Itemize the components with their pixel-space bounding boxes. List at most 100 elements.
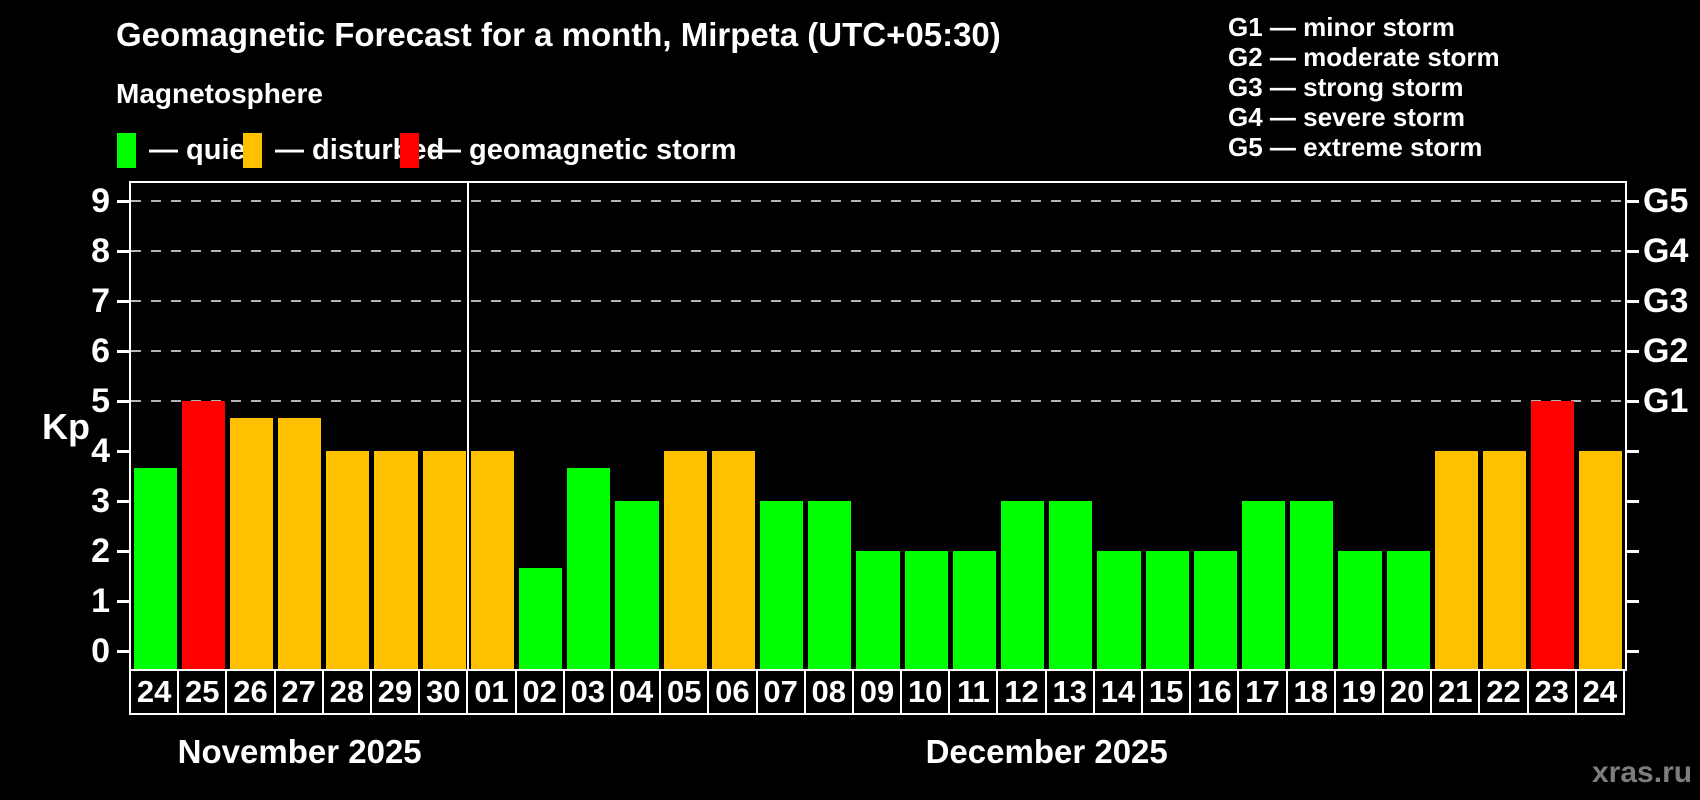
legend-item-quiet: — quiet	[117, 133, 255, 168]
day-label-12: 12	[996, 669, 1047, 715]
quiet-color-swatch	[117, 133, 136, 168]
kp-bar-11	[952, 551, 996, 669]
chart-title: Geomagnetic Forecast for a month, Mirpet…	[116, 16, 1001, 53]
month-label-1: December 2025	[925, 733, 1168, 770]
storm-scale-g5: G5 — extreme storm	[1228, 132, 1483, 162]
right-tick-0	[1625, 649, 1639, 653]
kp-bar-12	[1000, 501, 1045, 669]
kp-bar-19	[1338, 551, 1382, 669]
right-tick-5	[1625, 399, 1639, 403]
kp-bar-29	[374, 451, 418, 669]
kp-bar-17	[1241, 501, 1286, 669]
y-tick-label-4: 4	[91, 432, 110, 470]
gridline-kp7	[131, 300, 1625, 302]
y-tick-label-1: 1	[91, 582, 110, 620]
y-tick-label-9: 9	[91, 182, 110, 220]
left-tick-0	[117, 649, 131, 653]
right-tick-8	[1625, 249, 1639, 253]
left-tick-1	[117, 599, 131, 603]
day-label-19: 19	[1333, 669, 1385, 715]
kp-bar-15	[1145, 551, 1189, 669]
right-tick-3	[1625, 499, 1639, 503]
gridline-kp9	[131, 200, 1625, 202]
g-scale-label-g1: G1	[1643, 382, 1689, 420]
kp-bar-02	[519, 567, 563, 669]
legend-label-storm: — geomagnetic storm	[432, 134, 737, 166]
day-label-02: 02	[514, 669, 565, 715]
y-tick-label-0: 0	[91, 632, 110, 670]
storm-color-swatch	[400, 133, 419, 168]
left-tick-2	[117, 549, 131, 553]
day-label-08: 08	[803, 669, 854, 715]
left-tick-8	[117, 249, 131, 253]
kp-bar-26	[229, 417, 274, 669]
day-label-03: 03	[562, 669, 613, 715]
day-label-13: 13	[1044, 669, 1095, 715]
kp-bar-10	[904, 551, 948, 669]
y-tick-label-2: 2	[91, 532, 110, 570]
kp-bar-18	[1290, 501, 1334, 669]
storm-scale-legend: G1 — minor storm G2 — moderate storm G3 …	[1228, 12, 1500, 162]
day-label-28: 28	[321, 669, 372, 715]
y-tick-label-3: 3	[91, 482, 110, 520]
day-label-27: 27	[273, 669, 324, 715]
kp-bar-06	[711, 451, 755, 669]
kp-bar-22	[1482, 451, 1527, 669]
left-tick-3	[117, 499, 131, 503]
day-label-16: 16	[1189, 669, 1240, 715]
day-label-21: 21	[1430, 669, 1481, 715]
y-tick-label-6: 6	[91, 332, 110, 370]
storm-scale-g2: G2 — moderate storm	[1228, 42, 1500, 72]
storm-scale-g4: G4 — severe storm	[1228, 102, 1466, 132]
kp-bar-30	[422, 451, 466, 669]
right-tick-9	[1625, 199, 1639, 203]
left-tick-9	[117, 199, 131, 203]
kp-bar-13	[1049, 501, 1093, 669]
legend-label-quiet: — quiet	[149, 134, 256, 166]
kp-bar-09	[856, 551, 900, 669]
day-label-24: 24	[129, 669, 180, 715]
kp-bar-03	[567, 467, 611, 669]
kp-bar-21	[1434, 451, 1478, 669]
y-tick-label-5: 5	[91, 382, 110, 420]
day-label-07: 07	[755, 669, 806, 715]
left-tick-7	[117, 299, 131, 303]
kp-bar-24	[133, 467, 177, 669]
kp-bar-01	[470, 451, 515, 669]
legend-item-storm: — geomagnetic storm	[400, 133, 737, 168]
day-label-22: 22	[1478, 669, 1529, 715]
day-label-10: 10	[900, 669, 951, 715]
day-label-11: 11	[948, 669, 999, 715]
day-label-05: 05	[659, 669, 710, 715]
month-separator	[467, 183, 470, 669]
day-label-18: 18	[1285, 669, 1336, 715]
kp-bar-20	[1386, 551, 1430, 669]
g-scale-label-g4: G4	[1643, 232, 1689, 270]
kp-bar-25	[181, 401, 225, 669]
storm-scale-g3: G3 — strong storm	[1228, 72, 1464, 102]
kp-bar-07	[760, 501, 804, 669]
left-tick-4	[117, 449, 131, 453]
chart-subtitle: Magnetosphere	[116, 78, 323, 109]
day-label-20: 20	[1382, 669, 1433, 715]
disturbed-color-swatch	[243, 133, 262, 168]
day-label-09: 09	[851, 669, 903, 715]
day-label-17: 17	[1237, 669, 1288, 715]
day-label-24: 24	[1574, 669, 1625, 715]
kp-bar-28	[326, 451, 370, 669]
day-label-06: 06	[707, 669, 758, 715]
kp-bar-14	[1097, 551, 1141, 669]
g-scale-label-g3: G3	[1643, 282, 1689, 320]
day-label-26: 26	[225, 669, 276, 715]
right-tick-4	[1625, 449, 1639, 453]
g-scale-label-g5: G5	[1643, 182, 1689, 220]
day-label-30: 30	[418, 669, 469, 715]
gridline-kp8	[131, 250, 1625, 252]
day-label-29: 29	[369, 669, 421, 715]
y-tick-label-7: 7	[91, 282, 110, 320]
y-tick-label-8: 8	[91, 232, 110, 270]
right-tick-2	[1625, 549, 1639, 553]
right-tick-7	[1625, 299, 1639, 303]
storm-scale-g1: G1 — minor storm	[1228, 12, 1455, 42]
